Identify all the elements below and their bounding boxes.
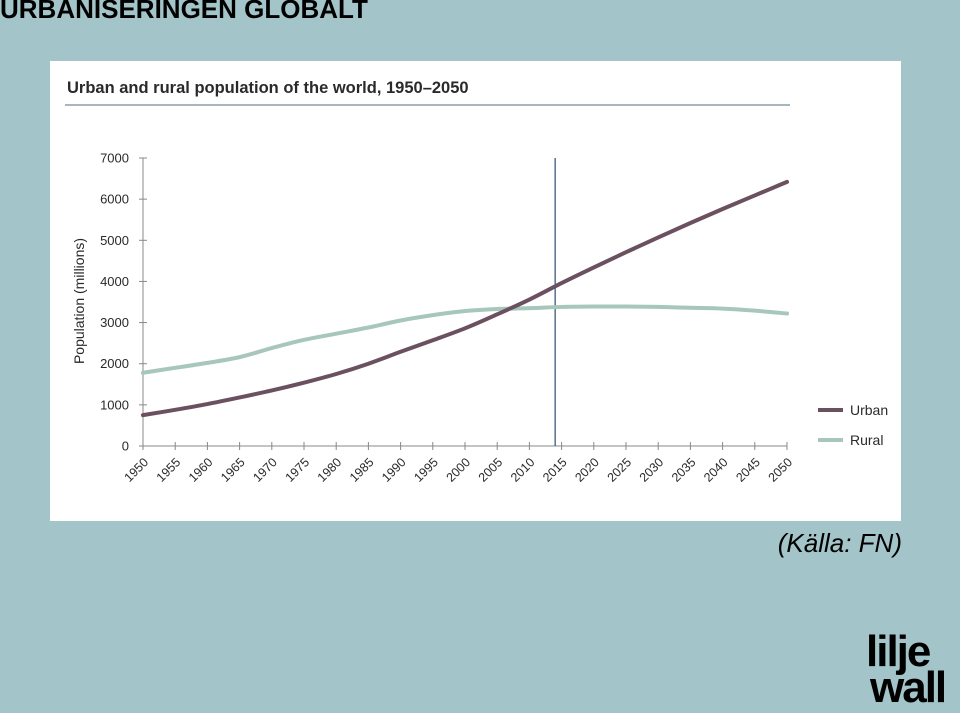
x-tick-label: 2020 (572, 455, 602, 485)
series-line-urban (141, 179, 789, 418)
line-chart: Urban and rural population of the world,… (65, 79, 888, 485)
x-tick-label: 2025 (605, 455, 635, 485)
x-tick-label: 2045 (733, 455, 763, 485)
source-note: (Källa: FN) (777, 528, 902, 558)
x-tick-label: 1980 (315, 455, 345, 485)
y-tick-label: 6000 (100, 192, 129, 207)
chart-panel: Urban and rural population of the world,… (50, 61, 901, 521)
x-tick-label: 2035 (669, 455, 699, 485)
x-tick-label: 2010 (508, 455, 538, 485)
y-tick-label: 0 (122, 439, 129, 454)
x-tick-label: 1950 (122, 455, 152, 485)
logo-line-1: lilje (866, 627, 931, 676)
y-tick-label: 2000 (100, 356, 129, 371)
x-tick-label: 2040 (701, 455, 731, 485)
legend-label-urban: Urban (850, 402, 888, 418)
x-tick-label: 2050 (766, 455, 796, 485)
legend-label-rural: Rural (850, 432, 883, 448)
y-tick-label: 1000 (100, 397, 129, 412)
x-tick-label: 1965 (218, 455, 248, 485)
slide-title: URBANISERINGEN GLOBALT (0, 0, 368, 24)
x-tick-label: 2005 (476, 455, 506, 485)
x-tick-label: 1990 (379, 455, 409, 485)
x-tick-label: 2030 (637, 455, 667, 485)
x-tick-label: 1985 (347, 455, 377, 485)
y-tick-label: 7000 (100, 151, 129, 166)
x-tick-label: 1970 (250, 455, 280, 485)
logo-line-2: wall (870, 663, 947, 712)
x-tick-label: 1975 (283, 455, 313, 485)
lilje-wall-logo: lilje wall (862, 627, 960, 713)
x-tick-label: 2015 (540, 455, 570, 485)
y-tick-label: 5000 (100, 233, 129, 248)
x-tick-label: 1955 (154, 455, 184, 485)
chart-title: Urban and rural population of the world,… (67, 79, 469, 97)
x-tick-label: 2000 (444, 455, 474, 485)
series-line-rural (141, 304, 789, 375)
y-axis-label: Population (millions) (71, 238, 87, 364)
y-tick-label: 3000 (100, 315, 129, 330)
y-tick-label: 4000 (100, 274, 129, 289)
legend: Urban Rural (818, 402, 888, 448)
x-tick-label: 1995 (411, 455, 441, 485)
x-tick-label: 1960 (186, 455, 216, 485)
series (141, 179, 789, 418)
